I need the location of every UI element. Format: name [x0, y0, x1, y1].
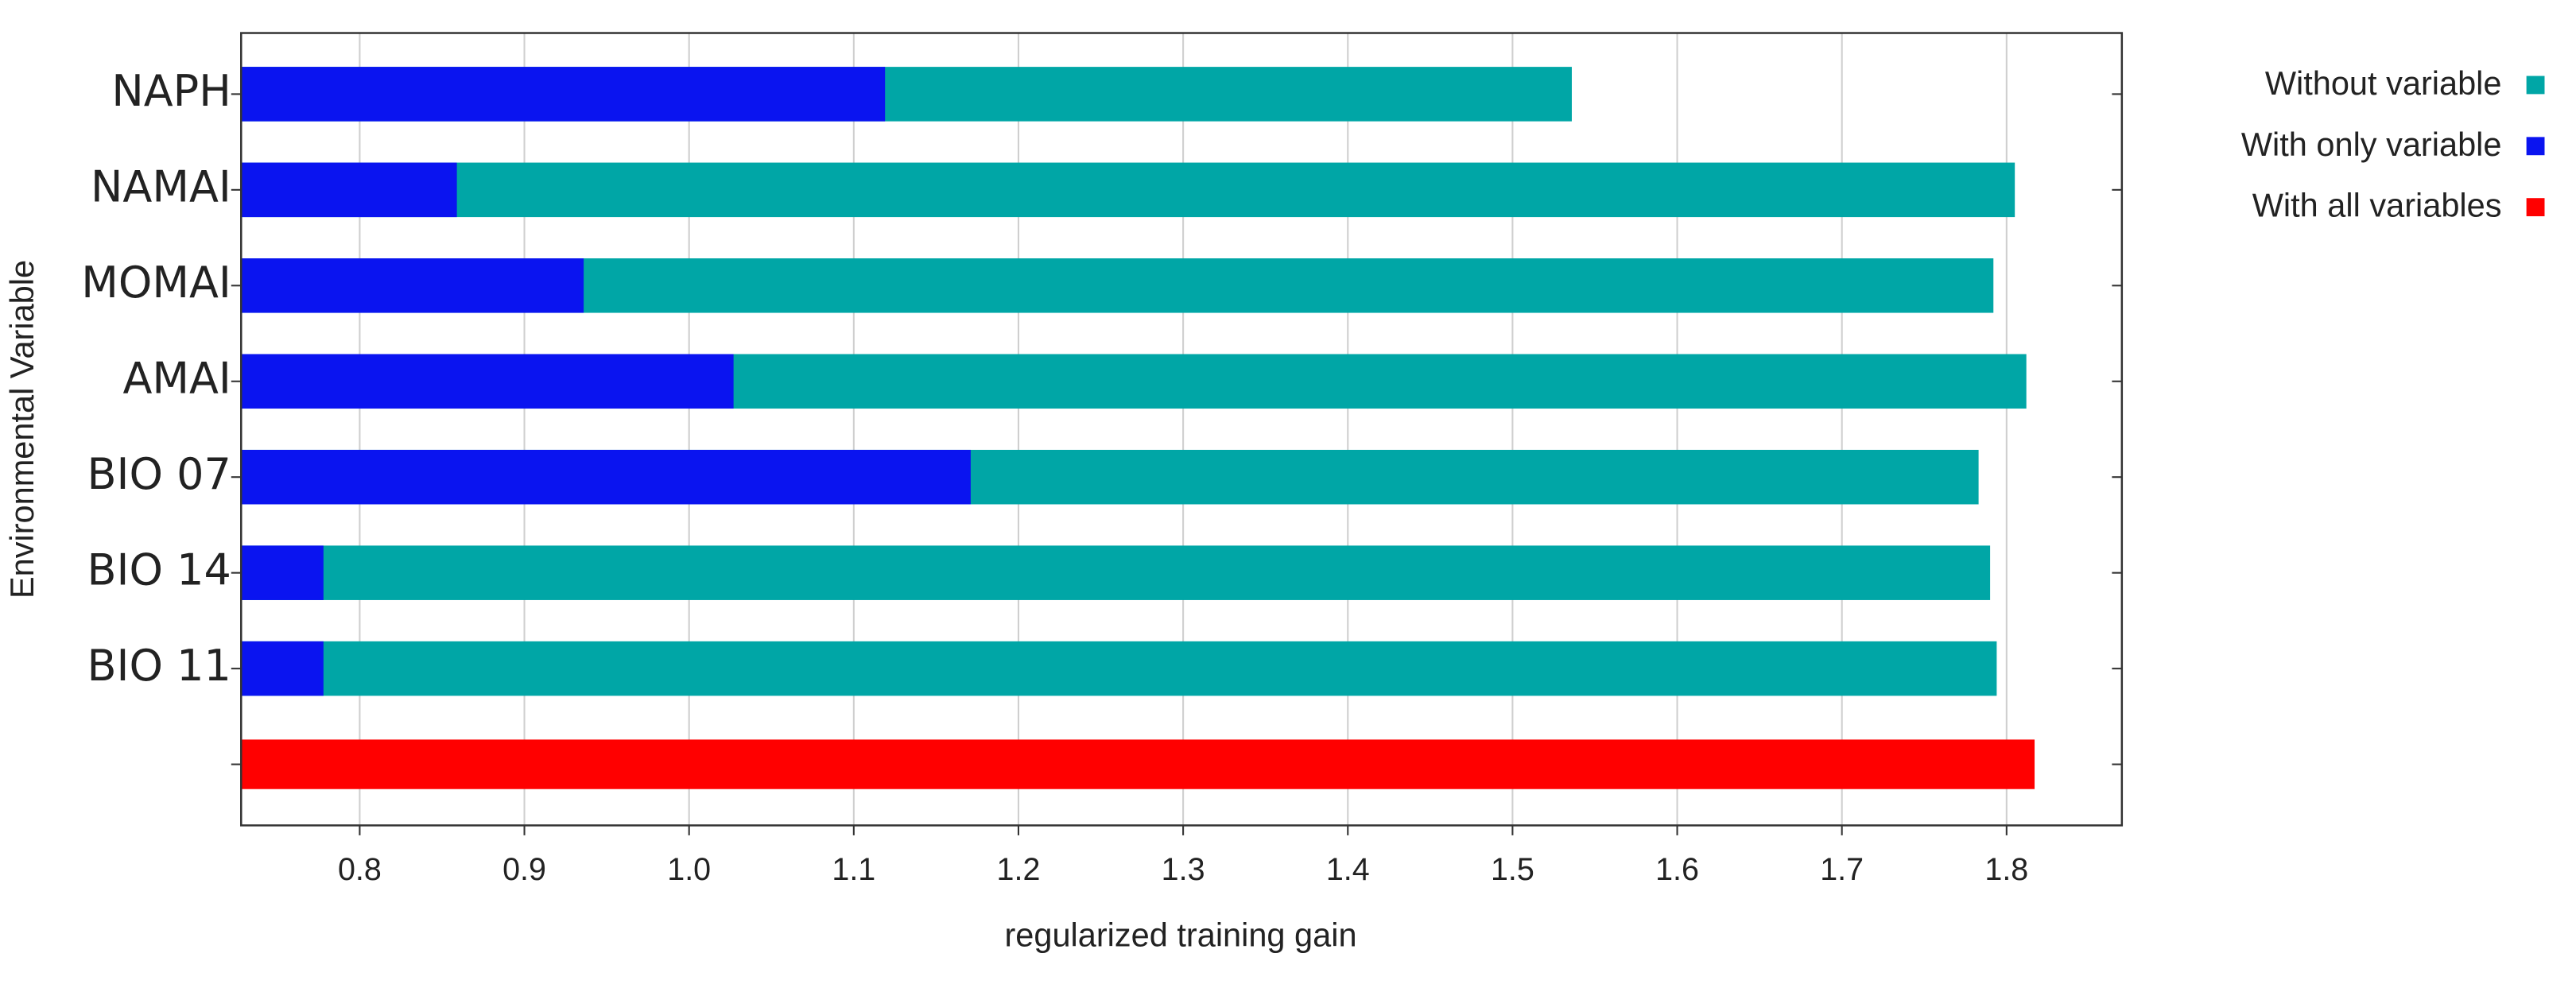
- y-tick-label: BIO 07: [87, 449, 231, 499]
- x-tick-label: 1.2: [997, 852, 1041, 887]
- bar: [241, 162, 2015, 218]
- x-tick-label: 0.8: [338, 852, 382, 887]
- x-tick-label: 1.5: [1491, 852, 1534, 887]
- bar: [241, 545, 324, 600]
- bar: [241, 354, 734, 409]
- legend-label: With all variables: [2252, 187, 2502, 224]
- bar: [241, 545, 1991, 600]
- plot-area: [241, 33, 2122, 826]
- bar: [241, 258, 584, 313]
- x-axis-title: regularized training gain: [1004, 916, 1356, 954]
- x-tick-label: 1.0: [667, 852, 711, 887]
- x-tick-label: 1.8: [1984, 852, 2028, 887]
- legend-label: With only variable: [2241, 126, 2502, 163]
- legend-swatch: [2526, 198, 2545, 217]
- plot-border: [240, 32, 2124, 827]
- bar: [241, 67, 886, 122]
- x-tick-label: 0.9: [502, 852, 546, 887]
- bar: [241, 449, 971, 505]
- bar: [241, 162, 457, 218]
- legend-label: Without variable: [2265, 64, 2502, 102]
- y-tick-label: MOMAI: [81, 258, 231, 308]
- y-axis-title: Environmental Variable: [3, 260, 41, 599]
- y-tick-label: BIO 11: [87, 641, 231, 691]
- x-tick-label: 1.4: [1326, 852, 1370, 887]
- x-tick-label: 1.1: [832, 852, 875, 887]
- bar: [241, 641, 324, 696]
- y-tick-label: BIO 14: [87, 544, 231, 595]
- y-tick-label: AMAI: [122, 353, 231, 403]
- x-tick-label: 1.7: [1820, 852, 1864, 887]
- y-tick-label: NAPH: [111, 66, 231, 116]
- bar: [241, 641, 1997, 696]
- x-tick-label: 1.6: [1655, 852, 1699, 887]
- y-tick-label: NAMAI: [91, 161, 231, 211]
- x-tick-label: 1.3: [1162, 852, 1205, 887]
- legend-swatch: [2526, 137, 2545, 156]
- legend-swatch: [2526, 76, 2545, 95]
- bar: [241, 739, 2035, 789]
